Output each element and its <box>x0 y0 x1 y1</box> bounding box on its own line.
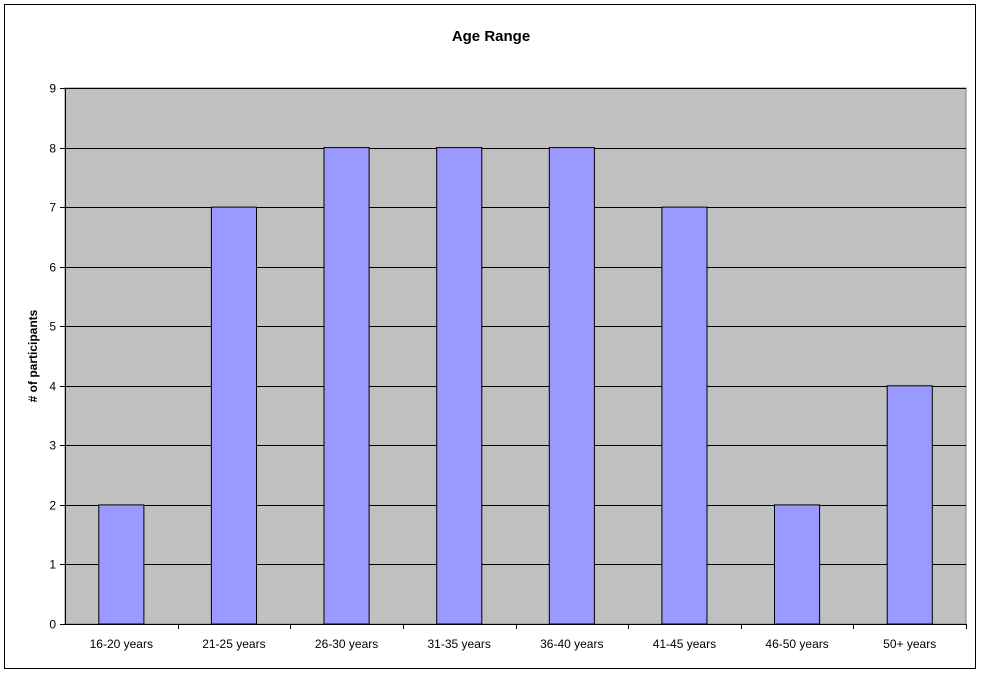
y-tick-label: 3 <box>49 439 56 453</box>
chart-title: Age Range <box>451 28 531 45</box>
x-tick-label: 21-25 years <box>202 637 265 651</box>
y-tick-label: 7 <box>49 201 56 215</box>
bar <box>436 147 483 625</box>
y-tick-label: 9 <box>49 82 56 96</box>
y-tick-labels: 0 1 2 3 4 5 6 7 8 9 <box>49 82 56 632</box>
y-tick-label: 4 <box>49 380 56 394</box>
bars <box>98 147 933 625</box>
plot-area <box>64 87 967 625</box>
x-tick-label: 16-20 years <box>90 637 153 651</box>
y-tick-label: 1 <box>49 558 56 572</box>
x-tick-label: 41-45 years <box>653 637 716 651</box>
x-tick-label: 31-35 years <box>428 637 491 651</box>
bar <box>886 385 933 625</box>
bar <box>548 147 595 625</box>
y-tick-label: 8 <box>49 142 56 156</box>
y-axis-title: # of participants <box>26 309 40 402</box>
x-tick-label: 50+ years <box>883 637 936 651</box>
x-tick-label: 46-50 years <box>765 637 828 651</box>
bar <box>661 206 708 625</box>
x-tick-label: 36-40 years <box>540 637 603 651</box>
y-tick-label: 2 <box>49 499 56 513</box>
bar <box>323 147 370 625</box>
x-tick-label: 26-30 years <box>315 637 378 651</box>
bar <box>774 504 821 625</box>
y-tick-label: 0 <box>49 618 56 632</box>
x-tick-labels: 16-20 years 21-25 years 26-30 years 31-35 y… <box>90 637 937 651</box>
axes <box>60 88 967 629</box>
y-tick-label: 6 <box>49 261 56 275</box>
y-tick-label: 5 <box>49 320 56 334</box>
bar <box>98 504 145 625</box>
bar <box>210 206 257 625</box>
